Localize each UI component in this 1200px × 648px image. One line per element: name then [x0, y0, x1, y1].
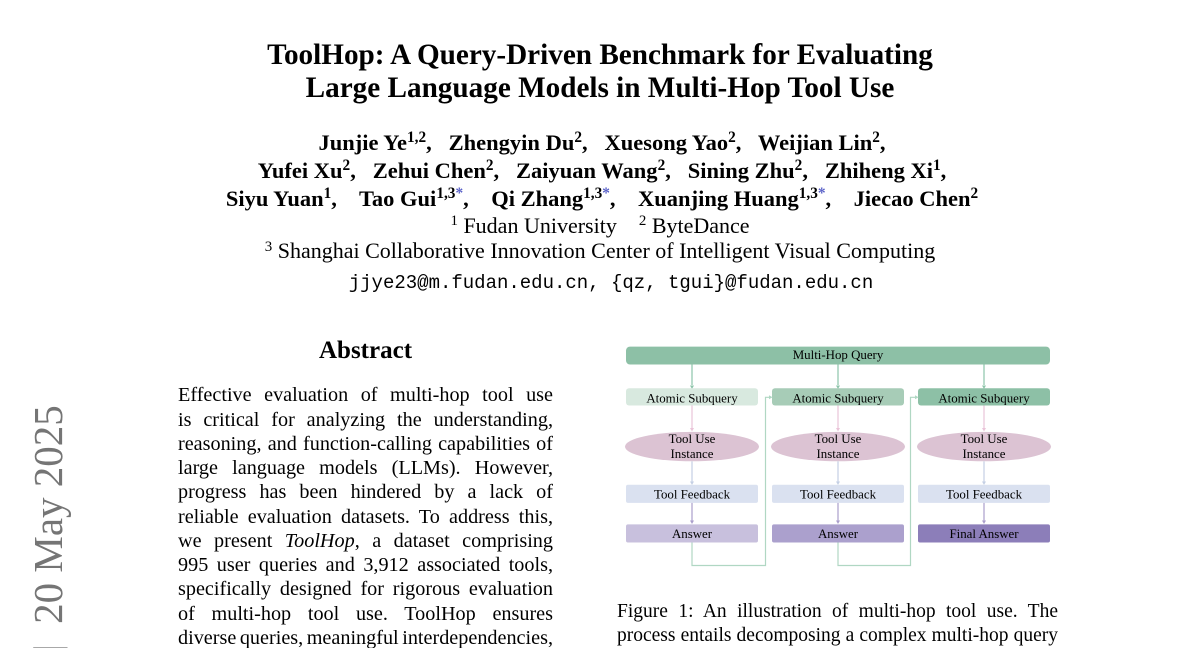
svg-text:Answer: Answer: [818, 527, 859, 541]
svg-text:Multi-Hop Query: Multi-Hop Query: [793, 348, 884, 362]
svg-text:Instance: Instance: [817, 447, 860, 461]
svg-text:Instance: Instance: [671, 447, 714, 461]
svg-text:Atomic Subquery: Atomic Subquery: [792, 392, 884, 406]
svg-text:Tool Use: Tool Use: [961, 432, 1008, 446]
svg-text:Tool Use: Tool Use: [815, 432, 862, 446]
svg-text:Tool Feedback: Tool Feedback: [800, 488, 877, 502]
svg-text:Instance: Instance: [963, 447, 1006, 461]
svg-text:Atomic Subquery: Atomic Subquery: [938, 392, 1030, 406]
svg-text:Tool Feedback: Tool Feedback: [946, 488, 1023, 502]
svg-text:Answer: Answer: [672, 527, 713, 541]
svg-text:Final Answer: Final Answer: [949, 527, 1019, 541]
svg-text:Tool Use: Tool Use: [669, 432, 716, 446]
svg-text:Atomic Subquery: Atomic Subquery: [646, 392, 738, 406]
svg-text:Tool Feedback: Tool Feedback: [654, 488, 731, 502]
